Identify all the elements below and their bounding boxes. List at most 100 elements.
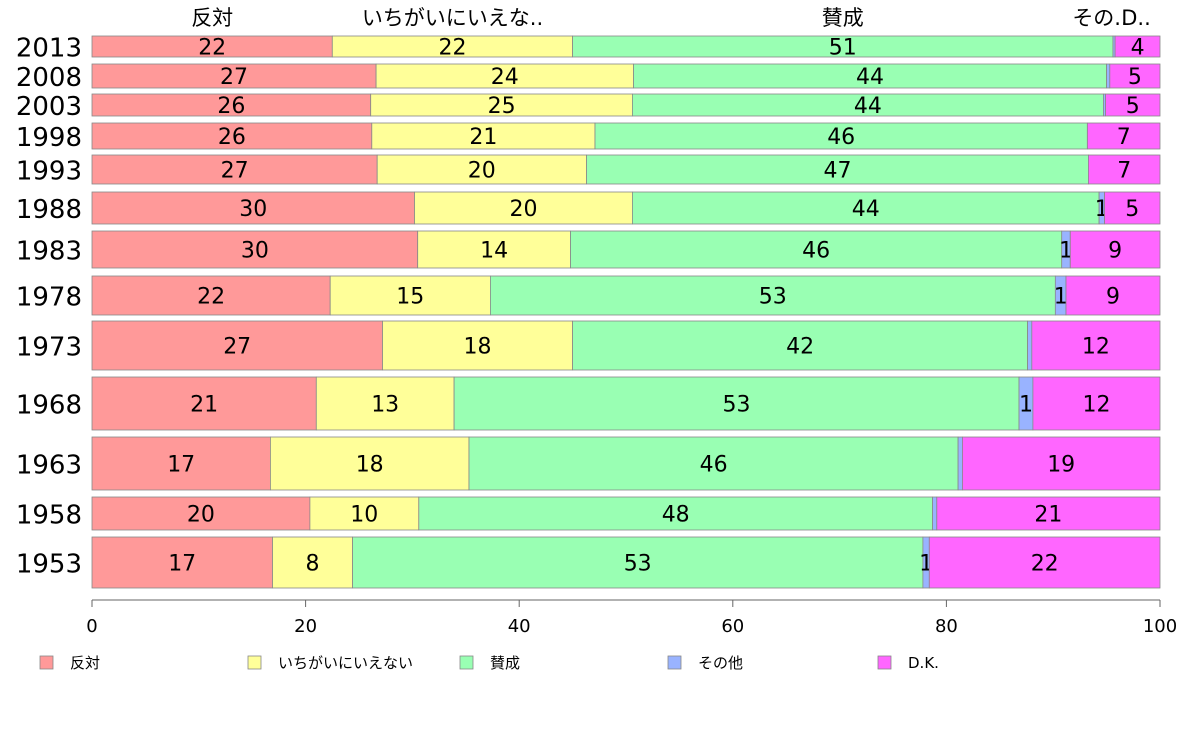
data-label: 44 <box>856 65 884 90</box>
column-headers: 反対 いちがいにいえな.. 賛成 その..D.. <box>191 6 1151 30</box>
data-label: 12 <box>1083 393 1111 418</box>
data-label: 7 <box>1117 125 1131 150</box>
bar-segment <box>315 376 455 431</box>
legend-swatch <box>459 655 474 670</box>
data-label: 5 <box>1126 94 1140 119</box>
bar-segment <box>1104 191 1161 225</box>
y-tick-label: 1963 <box>16 451 82 481</box>
data-label: 20 <box>187 503 215 528</box>
data-label: 13 <box>371 393 399 418</box>
bar-segment <box>1087 122 1161 150</box>
bar-segment <box>352 536 924 589</box>
bar-segment <box>1069 230 1161 269</box>
x-tick-label: 60 <box>721 616 744 637</box>
bar-segment <box>91 436 271 491</box>
data-label: 46 <box>802 239 830 264</box>
bar-segment <box>936 496 1161 531</box>
bar-segment <box>1088 154 1161 185</box>
x-tick-label: 80 <box>935 616 958 637</box>
column-header: 反対 <box>191 6 233 30</box>
column-header: D.. <box>1121 6 1151 30</box>
data-label: 20 <box>510 197 538 222</box>
data-label: 44 <box>854 94 882 119</box>
bar-segment <box>91 536 273 589</box>
data-label: 17 <box>168 552 196 577</box>
bar-segment <box>376 154 587 185</box>
bar-segment <box>594 122 1088 150</box>
legend-label: 賛成 <box>490 654 520 672</box>
data-label: 48 <box>662 503 690 528</box>
data-label: 27 <box>223 335 251 360</box>
bar-segment <box>586 154 1089 185</box>
y-tick-label: 1953 <box>16 550 82 580</box>
legend-swatch <box>877 655 892 670</box>
y-tick-label: 2008 <box>16 63 82 93</box>
data-label: 25 <box>488 94 516 119</box>
y-tick-label: 1958 <box>16 501 82 531</box>
data-label: 18 <box>464 335 492 360</box>
x-tick-label: 40 <box>508 616 531 637</box>
data-label: 51 <box>829 36 857 61</box>
x-tick-label: 100 <box>1143 616 1177 637</box>
column-header: 賛成 <box>822 6 864 30</box>
data-label: 21 <box>1034 503 1062 528</box>
bar-segment <box>957 436 963 491</box>
y-tick-label: 1983 <box>16 237 82 267</box>
data-label: 30 <box>241 239 269 264</box>
data-label: 1 <box>1059 239 1073 264</box>
data-label: 26 <box>217 94 245 119</box>
legend-swatch <box>39 655 54 670</box>
data-label: 1 <box>1019 393 1033 418</box>
data-label: 22 <box>439 36 467 61</box>
y-tick-label: 1988 <box>16 195 82 225</box>
data-label: 7 <box>1117 159 1131 184</box>
bar-segment <box>414 191 633 225</box>
bar-segment <box>632 191 1100 225</box>
y-tick-label: 1968 <box>16 391 82 421</box>
data-label: 5 <box>1125 197 1139 222</box>
data-label: 19 <box>1047 453 1075 478</box>
bar-segment <box>1105 93 1161 117</box>
bar-segment <box>633 63 1108 89</box>
data-label: 26 <box>218 125 246 150</box>
x-tick-label: 20 <box>294 616 317 637</box>
legend-swatch <box>667 655 682 670</box>
y-tick-label: 2013 <box>16 34 82 64</box>
data-label: 20 <box>468 159 496 184</box>
data-label: 12 <box>1082 335 1110 360</box>
bar-segment <box>489 275 1056 316</box>
bar-segment <box>572 320 1028 371</box>
data-label: 15 <box>396 285 424 310</box>
data-label: 1 <box>1054 285 1068 310</box>
bar-segment <box>1109 63 1161 89</box>
x-tick-label: 0 <box>86 616 97 637</box>
legend-swatch <box>247 655 262 670</box>
bar-segment <box>1106 63 1111 89</box>
legend-label: D.K. <box>908 654 939 672</box>
data-label: 46 <box>700 453 728 478</box>
x-axis: 0 20 40 60 80 100 <box>86 599 1177 637</box>
bar-segment <box>91 154 378 185</box>
legend-label: その他 <box>698 654 743 672</box>
data-label: 53 <box>723 393 751 418</box>
data-label: 47 <box>824 159 852 184</box>
bar-segment <box>570 230 1063 269</box>
bar-segment <box>91 376 317 431</box>
y-tick-label: 2003 <box>16 92 82 122</box>
data-label: 27 <box>220 65 248 90</box>
bar-segment <box>1065 275 1161 316</box>
bar-segment <box>962 436 1161 491</box>
data-label: 22 <box>198 36 226 61</box>
bar-segment <box>468 436 959 491</box>
data-label: 30 <box>239 197 267 222</box>
bar-segment <box>1114 35 1161 58</box>
data-label: 14 <box>480 239 508 264</box>
bar-segment <box>91 320 383 371</box>
bar-segment <box>371 122 596 150</box>
bar-segment <box>91 122 373 150</box>
bar-segment <box>91 275 331 316</box>
bar-segment <box>91 191 415 225</box>
